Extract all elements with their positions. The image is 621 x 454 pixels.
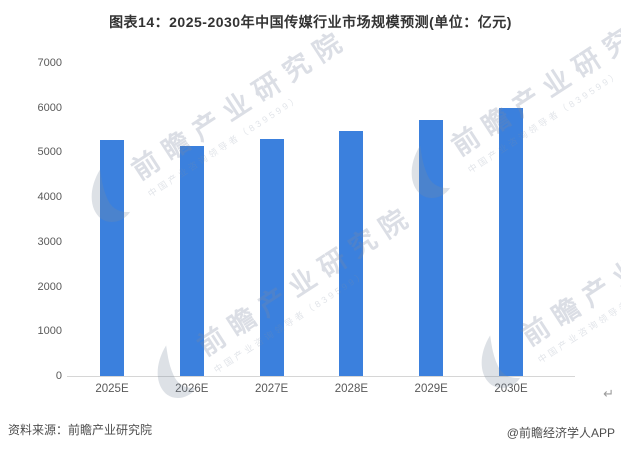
x-axis-line [67, 376, 575, 377]
y-tick-label: 1000 [37, 325, 62, 338]
y-tick-label: 3000 [37, 235, 62, 248]
watermark-subtext: 中国产业咨询领导者（839599） [536, 258, 621, 366]
footer-source: 资料来源：前瞻产业研究院 [8, 423, 153, 437]
bar-2029E [419, 119, 444, 376]
x-tick-label-2025E: 2025E [95, 383, 129, 395]
bar-2030E [499, 108, 523, 376]
y-tick-label: 2000 [37, 280, 62, 293]
y-tick-label: 5000 [37, 146, 62, 159]
watermark: 前瞻产业研究院 中国产业咨询领导者（839599） [461, 182, 621, 401]
footer-credit: @前瞻经济学人APP [506, 426, 615, 440]
y-tick-label: 4000 [37, 191, 62, 204]
bar-2027E [259, 139, 284, 376]
watermark-brand-text: 前瞻产业研究院 [126, 23, 355, 186]
x-tick-label-2026E: 2026E [175, 383, 209, 395]
bar-2028E [339, 130, 364, 376]
watermark-subtext: 中国产业咨询领导者（839599） [212, 268, 369, 376]
x-tick-label-2030E: 2030E [494, 383, 528, 395]
return-mark: ↵ [603, 386, 614, 401]
bar-2025E [100, 139, 124, 376]
watermark-subtext: 中国产业咨询领导者（839599） [146, 92, 303, 200]
watermark-brand-text: 前瞻产业研究院 [192, 199, 421, 362]
y-tick-label: 0 [55, 370, 62, 382]
x-tick-label-2028E: 2028E [334, 383, 369, 395]
x-tick-label-2027E: 2027E [254, 383, 289, 395]
watermark-brand-text: 前瞻产业研究院 [516, 189, 621, 352]
x-tick-label-2029E: 2029E [414, 383, 448, 395]
bar-2026E [179, 145, 204, 376]
watermark-subtext: 中国产业咨询领导者（839599） [466, 68, 621, 176]
y-tick-label: 6000 [37, 101, 62, 114]
chart-title: 图表14：2025-2030年中国传媒行业市场规模预测(单位：亿元) [109, 14, 512, 30]
watermark-brand-text: 前瞻产业研究院 [446, 0, 621, 162]
y-tick-label: 7000 [37, 57, 62, 69]
